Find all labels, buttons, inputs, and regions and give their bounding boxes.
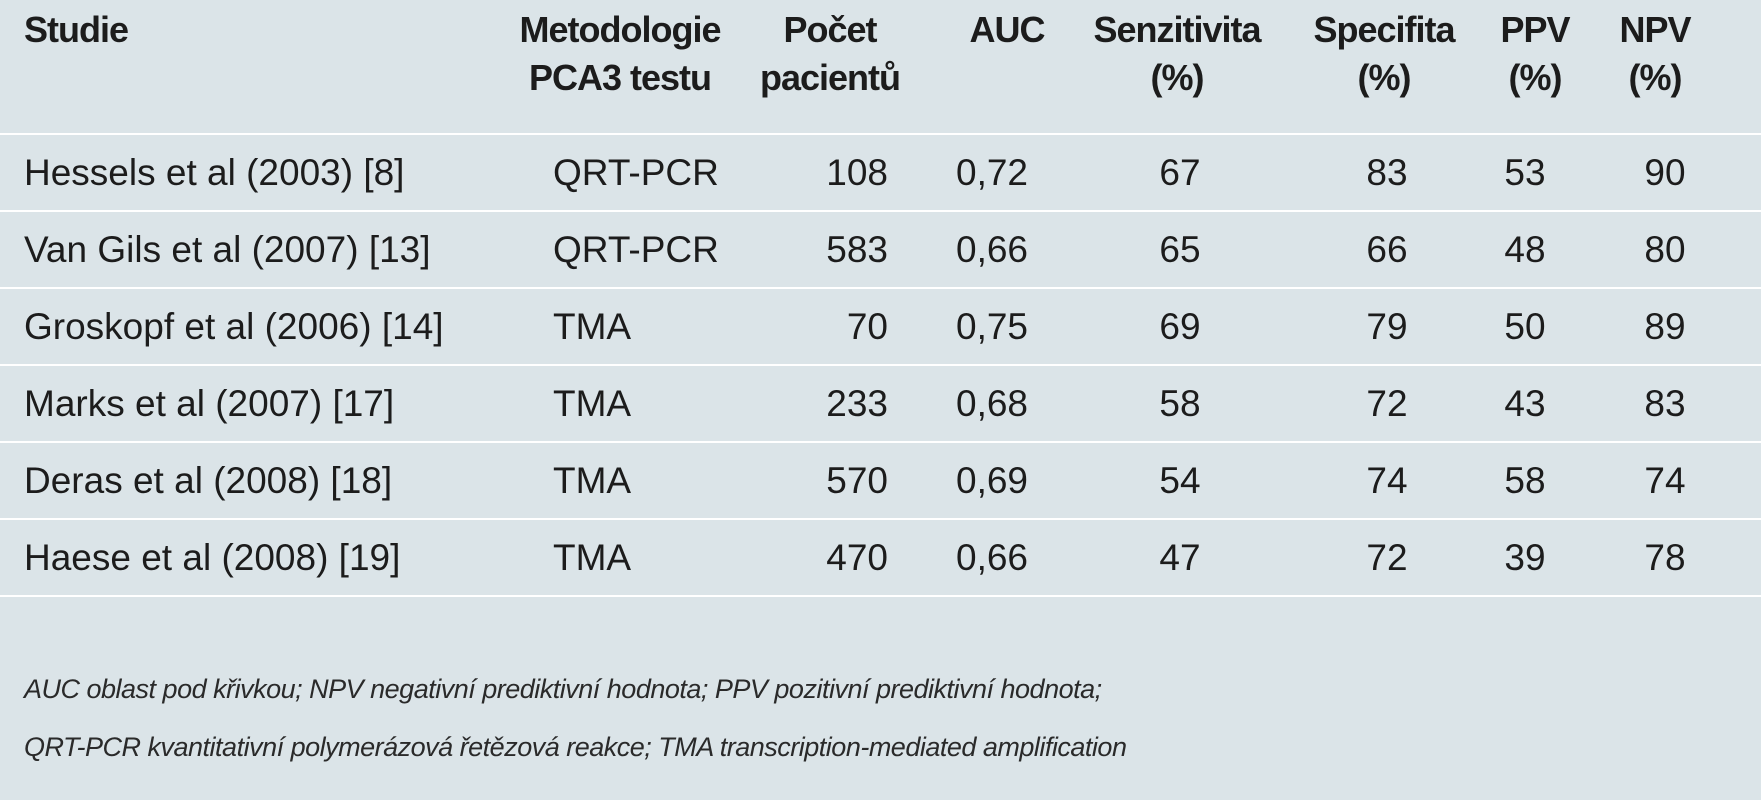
cell-specificity: 83 [1366,152,1408,193]
table-row: Haese et al (2008) [19] TMA 470 0,66 47 … [0,520,1761,597]
header-npv: NPV (%) [1600,6,1710,102]
header-sens-line2: (%) [1150,57,1205,98]
cell-specificity: 66 [1366,229,1408,270]
header-ppv: PPV (%) [1480,6,1590,102]
header-ppv-line2: (%) [1508,57,1563,98]
cell-auc: 0,72 [956,152,1029,193]
cell-auc: 0,69 [956,460,1029,501]
cell-study: Haese et al (2008) [19] [24,537,401,578]
cell-sensitivity: 47 [1159,537,1201,578]
header-sensitivity: Senzitivita (%) [1072,6,1282,102]
table-row: Van Gils et al (2007) [13] QRT-PCR 583 0… [0,212,1761,289]
cell-count: 470 [826,537,888,578]
cell-ppv: 43 [1504,383,1546,424]
header-auc-line: AUC [969,9,1046,50]
footnote-line: AUC oblast pod křivkou; NPV negativní pr… [24,674,1102,704]
cell-specificity: 79 [1366,306,1408,347]
table-row: Hessels et al (2003) [8] QRT-PCR 108 0,7… [0,135,1761,212]
cell-ppv: 53 [1504,152,1546,193]
footnote-line: QRT-PCR kvantitativní polymerázová řetěz… [24,732,1127,762]
header-study-line: Studie [24,9,129,50]
cell-auc: 0,66 [956,537,1029,578]
header-method-line1: Metodologie [519,9,722,50]
cell-specificity: 74 [1366,460,1408,501]
header-auc: AUC [952,6,1062,54]
cell-auc: 0,75 [956,306,1029,347]
cell-study: Groskopf et al (2006) [14] [24,306,444,347]
header-count: Počet pacientů [745,6,915,102]
cell-study: Van Gils et al (2007) [13] [24,229,431,270]
cell-npv: 90 [1644,152,1686,193]
cell-study: Marks et al (2007) [17] [24,383,395,424]
cell-count: 108 [826,152,888,193]
table-row: Groskopf et al (2006) [14] TMA 70 0,75 6… [0,289,1761,366]
header-count-line1: Počet [783,9,877,50]
header-ppv-line1: PPV [1500,9,1570,50]
header-spec-line1: Specifita [1313,9,1455,50]
cell-auc: 0,66 [956,229,1029,270]
cell-sensitivity: 67 [1159,152,1201,193]
cell-ppv: 39 [1504,537,1546,578]
cell-npv: 78 [1644,537,1686,578]
cell-study: Hessels et al (2003) [8] [24,152,405,193]
cell-method: TMA [553,306,632,347]
header-sens-line1: Senzitivita [1093,9,1261,50]
cell-npv: 74 [1644,460,1686,501]
cell-method: QRT-PCR [553,229,719,270]
cell-npv: 83 [1644,383,1686,424]
results-table: Studie Metodologie PCA3 testu Počet paci… [0,0,1761,597]
cell-sensitivity: 58 [1159,383,1201,424]
header-count-line2: pacientů [759,57,901,98]
table-row: Deras et al (2008) [18] TMA 570 0,69 54 … [0,443,1761,520]
cell-npv: 89 [1644,306,1686,347]
cell-auc: 0,68 [956,383,1029,424]
header-method: Metodologie PCA3 testu [505,6,735,102]
cell-ppv: 58 [1504,460,1546,501]
table-header-row: Studie Metodologie PCA3 testu Počet paci… [0,0,1761,135]
header-npv-line1: NPV [1619,9,1691,50]
header-specificity: Specifita (%) [1294,6,1474,102]
cell-sensitivity: 65 [1159,229,1201,270]
table-footnotes: AUC oblast pod křivkou; NPV negativní pr… [24,660,1724,776]
header-spec-line2: (%) [1357,57,1412,98]
cell-sensitivity: 69 [1159,306,1201,347]
cell-study: Deras et al (2008) [18] [24,460,393,501]
cell-count: 583 [826,229,888,270]
cell-specificity: 72 [1366,537,1408,578]
cell-method: QRT-PCR [553,152,719,193]
cell-count: 570 [826,460,888,501]
cell-specificity: 72 [1366,383,1408,424]
cell-method: TMA [553,537,632,578]
cell-method: TMA [553,383,632,424]
cell-count: 70 [846,306,888,347]
cell-npv: 80 [1644,229,1686,270]
cell-method: TMA [553,460,632,501]
cell-sensitivity: 54 [1159,460,1201,501]
cell-ppv: 50 [1504,306,1546,347]
header-npv-line2: (%) [1628,57,1683,98]
table-row: Marks et al (2007) [17] TMA 233 0,68 58 … [0,366,1761,443]
cell-count: 233 [826,383,888,424]
header-study: Studie [24,6,324,54]
header-method-line2: PCA3 testu [528,57,712,98]
cell-ppv: 48 [1504,229,1546,270]
